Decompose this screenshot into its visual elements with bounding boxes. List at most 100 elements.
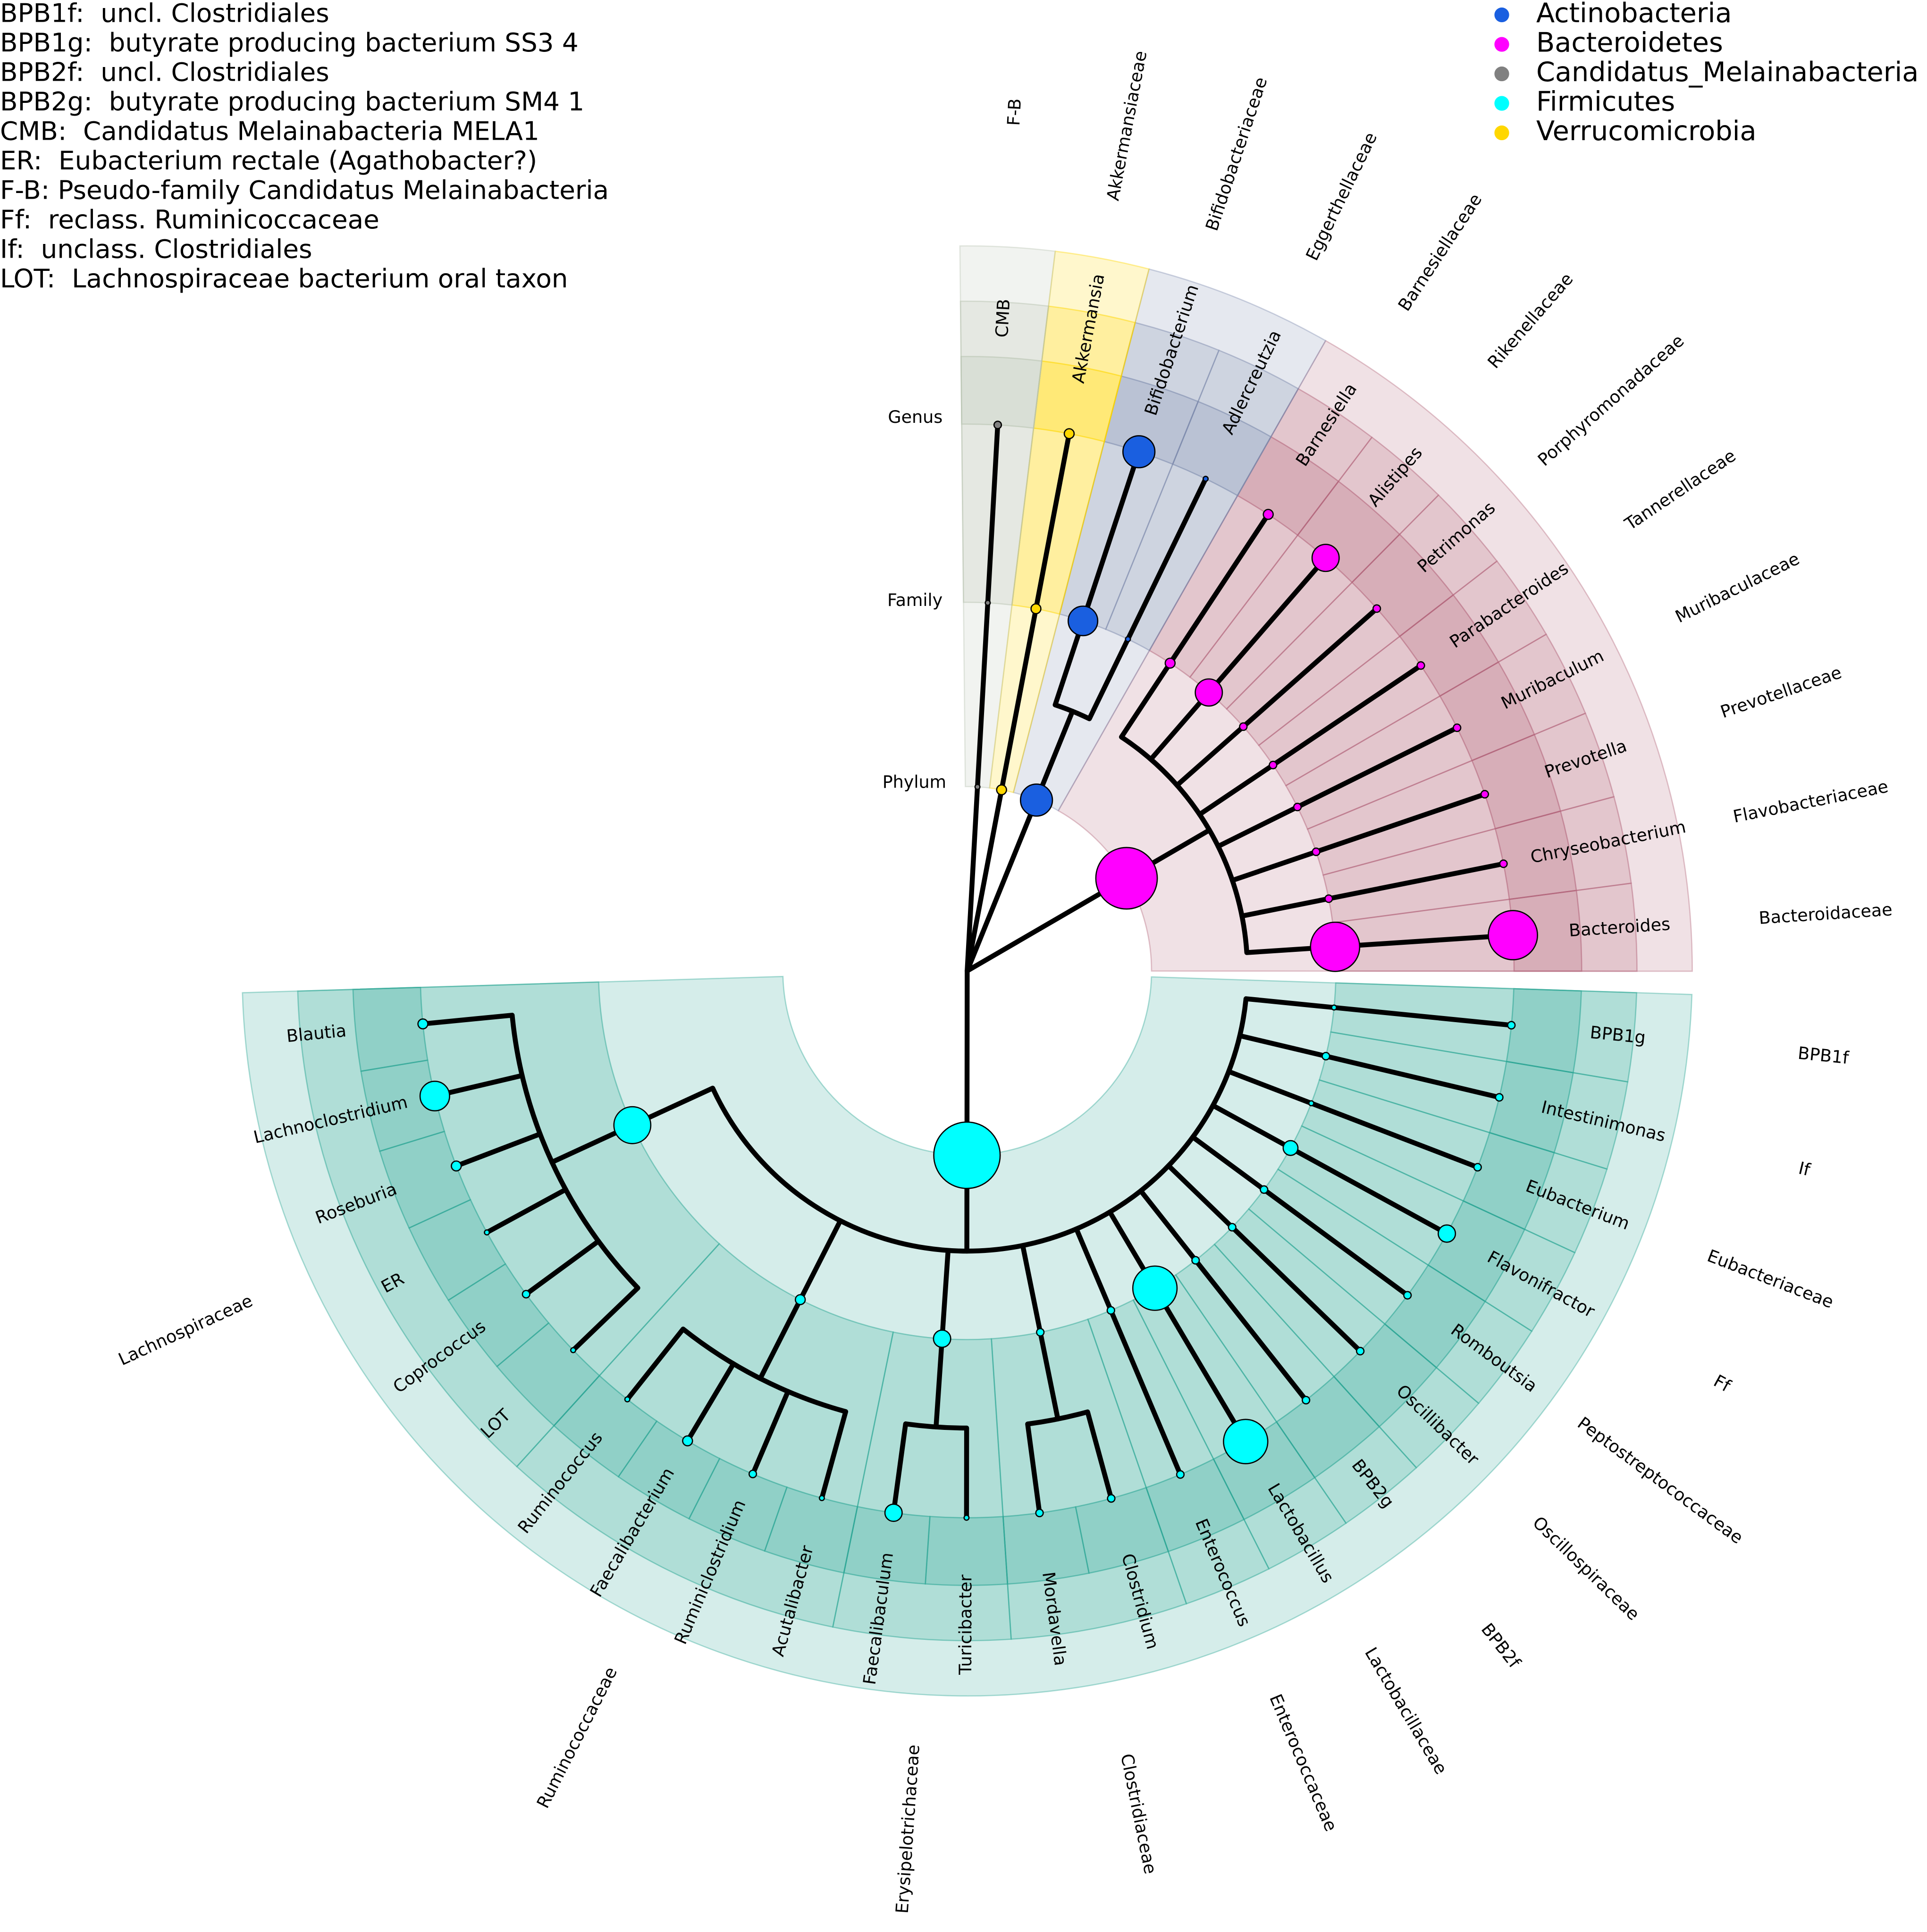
genus-node	[1176, 1470, 1185, 1479]
legend-marker	[1494, 96, 1509, 111]
edge	[510, 1015, 640, 1290]
edge	[1237, 1033, 1329, 1059]
edge	[625, 1327, 686, 1402]
genus-shade	[688, 1457, 788, 1552]
genus-node	[748, 1470, 757, 1478]
phylum-node	[1019, 783, 1053, 817]
note: Ff: reclass. Ruminicoccaceae	[0, 204, 379, 235]
genus-node	[963, 1514, 970, 1521]
edge	[1288, 1145, 1449, 1236]
family-node	[1125, 636, 1131, 642]
family-label: BPB1f	[1797, 1043, 1850, 1068]
phylum-node	[974, 783, 981, 790]
family-node	[985, 599, 991, 606]
edge	[685, 1361, 736, 1444]
family-label: Erysipelotrichaceae	[892, 1744, 924, 1914]
genus-shade	[408, 1199, 506, 1301]
genus-shade	[496, 1322, 600, 1427]
family-label: Rikenellaceae	[1483, 269, 1577, 372]
edge	[1037, 1329, 1060, 1422]
family-label: Eubacteriaceae	[1705, 1245, 1837, 1312]
ring-label: Family	[887, 590, 942, 610]
genus-label: Turicibacter	[955, 1575, 976, 1675]
family-label: Porphyromonadaceae	[1534, 330, 1688, 470]
genus-node	[1438, 1224, 1456, 1243]
genus-shade	[447, 1263, 550, 1368]
note: LOT: Lachnospiraceae bacterium oral taxo…	[0, 263, 568, 294]
genus-node	[1063, 428, 1075, 439]
family-node	[1132, 1265, 1178, 1311]
family-node	[1308, 1100, 1314, 1107]
edge	[1229, 849, 1319, 883]
family-label: Bacteroidaceae	[1758, 899, 1893, 928]
edge	[1108, 1308, 1183, 1477]
genus-node	[1107, 1494, 1116, 1503]
family-shade	[832, 1331, 1012, 1641]
genus-shade	[379, 1130, 471, 1229]
family-node	[1036, 1327, 1045, 1337]
family-label: BPB2f	[1477, 1619, 1525, 1672]
family-node	[933, 1329, 951, 1348]
genus-node	[484, 1229, 490, 1236]
genus-node	[570, 1347, 577, 1353]
edge	[1166, 1163, 1235, 1230]
family-node	[1164, 657, 1176, 669]
legend-label: Bacteroidetes	[1536, 27, 1723, 59]
edge	[1125, 476, 1208, 642]
genus-node	[1122, 435, 1156, 469]
edge	[1309, 1100, 1481, 1170]
family-node	[1068, 605, 1099, 637]
genus-shade	[925, 1516, 1009, 1586]
note: BPB2f: uncl. Clostridiales	[0, 57, 329, 87]
genus-shade	[352, 986, 429, 1072]
note: CMB: Candidatus Melainabacteria MELA1	[0, 116, 539, 146]
genus-node	[1035, 1508, 1044, 1518]
family-node	[1106, 1306, 1115, 1315]
edge	[571, 1285, 640, 1353]
genus-node	[419, 1081, 450, 1112]
nodes	[417, 420, 1538, 1522]
family-label: Ruminococcaceae	[533, 1663, 622, 1811]
phylum-node	[1095, 847, 1158, 910]
family-shade	[516, 1243, 894, 1628]
family-label: Akkermansiaceae	[1102, 49, 1151, 202]
family-node	[1269, 761, 1278, 770]
genus-shade	[1002, 1506, 1090, 1585]
family-label: Flavobacteriaceae	[1731, 776, 1890, 827]
edge	[1332, 932, 1515, 949]
genus-node	[1495, 1093, 1504, 1102]
genus-node	[1203, 476, 1209, 482]
genus-shade	[1462, 1132, 1555, 1230]
family-node	[794, 1294, 806, 1305]
genus-node	[1416, 661, 1425, 670]
legend-label: Candidatus_Melainabacteria	[1536, 56, 1919, 88]
genus-node	[1223, 1419, 1269, 1464]
edge	[1080, 449, 1142, 623]
genus-shade	[1489, 1060, 1574, 1154]
edge	[965, 784, 980, 974]
ring-label: Genus	[888, 407, 942, 427]
legend: ActinobacteriaBacteroidetesCandidatus_Me…	[1494, 0, 1919, 147]
legend-label: Actinobacteria	[1536, 0, 1732, 29]
note: ER: Eubacterium rectale (Agathobacter?)	[0, 145, 537, 176]
genus-node	[1488, 910, 1538, 961]
edge	[1210, 1103, 1293, 1151]
family-label: Oscillospiraceae	[1529, 1512, 1643, 1624]
family-node	[1030, 603, 1042, 614]
note: BPB1f: uncl. Clostridiales	[0, 0, 329, 28]
genus-node	[993, 420, 1002, 429]
genus-shade	[960, 356, 1043, 429]
family-node	[1239, 722, 1248, 731]
family-shade	[297, 981, 720, 1468]
family-label: Bifidobacteriaceae	[1202, 75, 1271, 234]
family-node	[1310, 921, 1361, 972]
legend-label: Verrucomicrobia	[1536, 115, 1757, 147]
genus-shade	[553, 1375, 658, 1478]
edge	[1020, 1243, 1043, 1335]
genus-node	[1453, 723, 1462, 732]
genus-shade	[764, 1486, 858, 1574]
family-node	[1321, 1051, 1330, 1061]
genus-shade	[1427, 1200, 1526, 1302]
